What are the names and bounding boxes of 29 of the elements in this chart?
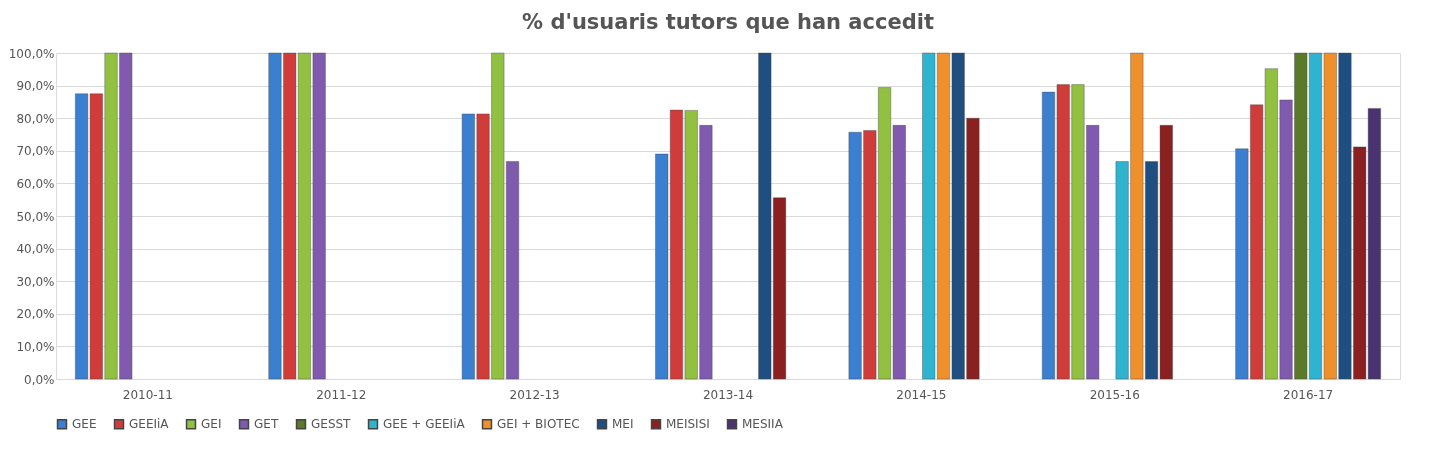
y-tick-label: 80,0% [16,111,55,126]
legend-label: MEISISI [666,417,710,432]
x-tick-label: 2016-17 [1283,387,1334,402]
legend-label: GESST [311,417,352,432]
y-tick-label: 70,0% [16,144,55,159]
y-tick-label: 40,0% [16,242,55,257]
y-tick-label: 90,0% [16,79,55,94]
y-tick-label: 100,0% [8,46,55,61]
x-tick-label: 2012-13 [509,387,560,402]
y-tick-label: 20,0% [16,307,55,322]
legend-label: MEI [612,417,634,432]
y-tick-label: 10,0% [16,339,55,354]
x-tick-label: 2015-16 [1089,387,1140,402]
y-tick-label: 30,0% [16,274,55,289]
x-tick-label: 2013-14 [702,387,754,402]
x-tick-label: 2011-12 [316,387,367,402]
legend-label: GEE [72,417,97,432]
chart-title: % d'usuaris tutors que han accedit [522,10,934,34]
x-tick-label: 2010-11 [122,387,173,402]
legend-label: MESIIA [742,417,784,432]
legend-label: GEI + BIOTEC [497,417,580,432]
y-tick-label: 60,0% [16,176,55,191]
y-tick-label: 0,0% [24,372,55,387]
legend-label: GEE + GEEIiA [383,417,466,432]
legend-label: GEI [201,417,222,432]
y-tick-label: 50,0% [16,209,55,224]
legend-label: GET [254,417,279,432]
x-tick-label: 2014-15 [896,387,947,402]
legend-label: GEEIiA [129,417,170,432]
